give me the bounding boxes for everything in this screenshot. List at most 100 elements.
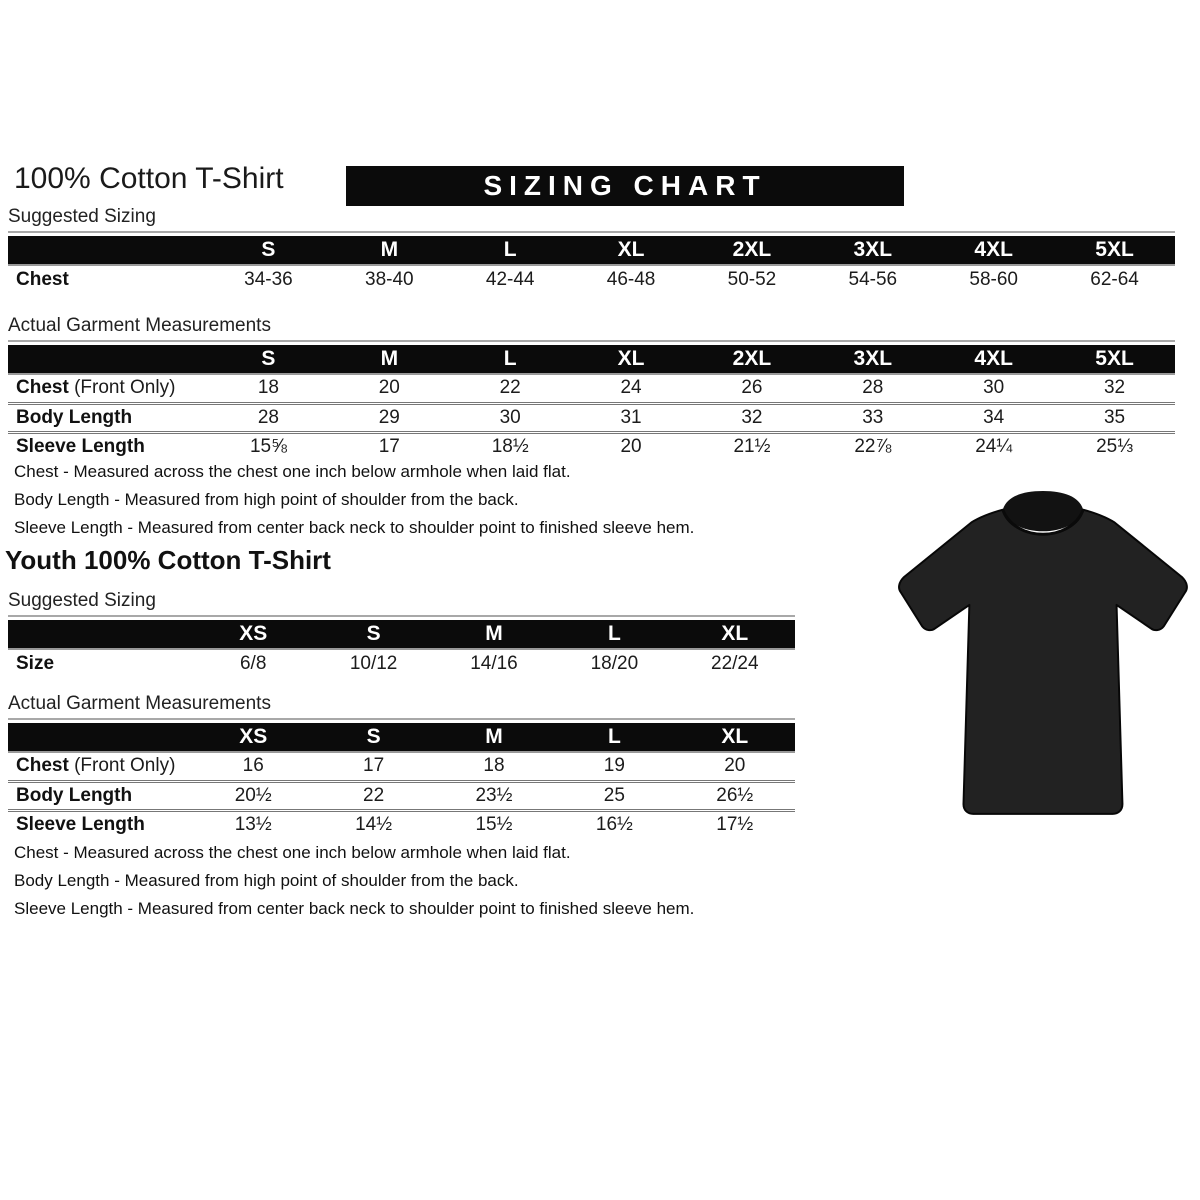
- size-column-header: S: [208, 236, 329, 265]
- size-column-header: L: [554, 723, 675, 752]
- measurement-row: Size 6/8 10/12 14/16 18/20 22/24: [8, 648, 795, 678]
- size-column-header: XL: [674, 723, 795, 752]
- youth-measurement-notes: Chest - Measured across the chest one in…: [14, 843, 694, 927]
- measurement-value: 16: [193, 751, 314, 781]
- measurement-value: 17: [313, 751, 434, 781]
- size-column-header: M: [328, 236, 450, 265]
- size-column-header: 3XL: [812, 236, 934, 265]
- tshirt-collar: [1002, 491, 1084, 532]
- youth-suggested-sizing-table: XS S M L XL Size 6/8 10/12 14/16 18/20 22/24: [8, 620, 795, 678]
- measurement-row: Sleeve Length 15⅝ 17 18½ 20 21½ 22⅞ 24¼ 25⅓: [8, 430, 1175, 461]
- measurement-value: 20½: [193, 779, 314, 810]
- measurement-row: Chest (Front Only) 16 17 18 19 20: [8, 751, 795, 781]
- measurement-row: Chest 34-36 38-40 42-44 46-48 50-52 54-56 58-60…: [8, 264, 1175, 294]
- measurement-value: 20: [674, 751, 795, 781]
- measurement-note: Chest - Measured across the chest one in…: [14, 843, 571, 862]
- row-label: Body Length: [8, 779, 193, 810]
- row-label: Size: [8, 648, 193, 678]
- adult-actual-measurements-table: S M L XL 2XL 3XL 4XL 5XL Chest (Front Only) 18 20 2…: [8, 345, 1175, 461]
- measurement-value: 31: [570, 401, 692, 432]
- measurement-value: 25⅓: [1054, 430, 1175, 461]
- measurement-value: 42-44: [449, 264, 571, 294]
- measurement-value: 17½: [674, 808, 795, 839]
- table-header-row: S M L XL 2XL 3XL 4XL 5XL: [8, 236, 1175, 265]
- youth-actual-measurements-table: XS S M L XL Chest (Front Only) 16 17 18 19 20 Body …: [8, 723, 795, 839]
- size-column-header: S: [313, 723, 434, 752]
- header-spacer-cell: [8, 620, 193, 649]
- measurement-value: 15⅝: [208, 430, 329, 461]
- measurement-value: 26: [691, 373, 813, 403]
- youth-suggested-sizing-section: Suggested Sizing XS S M L XL Size 6/8 10/12 14/1…: [8, 590, 795, 678]
- measurement-value: 30: [933, 373, 1055, 403]
- row-label: Sleeve Length: [8, 808, 193, 839]
- row-label: Chest: [8, 264, 208, 294]
- measurement-note: Body Length - Measured from high point o…: [14, 490, 519, 509]
- measurement-value: 34: [933, 401, 1055, 432]
- section-label-suggested-sizing: Suggested Sizing: [8, 206, 1175, 233]
- measurement-note: Sleeve Length - Measured from center bac…: [14, 899, 695, 918]
- measurement-value: 13½: [193, 808, 314, 839]
- row-label: Chest (Front Only): [8, 751, 193, 781]
- measurement-value: 10/12: [313, 648, 434, 678]
- measurement-value: 58-60: [933, 264, 1055, 294]
- size-column-header: L: [449, 236, 571, 265]
- size-column-header: XS: [193, 723, 314, 752]
- measurement-value: 22: [313, 779, 434, 810]
- measurement-value: 20: [328, 373, 450, 403]
- size-column-header: M: [433, 620, 555, 649]
- measurement-value: 18: [208, 373, 329, 403]
- measurement-value: 30: [449, 401, 571, 432]
- measurement-value: 23½: [433, 779, 555, 810]
- row-label: Sleeve Length: [8, 430, 208, 461]
- tshirt-collar-seam: [1001, 509, 1085, 536]
- measurement-value: 6/8: [193, 648, 314, 678]
- size-column-header: 4XL: [933, 236, 1055, 265]
- size-column-header: S: [313, 620, 434, 649]
- page-title: 100% Cotton T-Shirt: [14, 162, 284, 195]
- measurement-value: 18: [433, 751, 555, 781]
- size-column-header: M: [328, 345, 450, 374]
- section-label-actual-measurements: Actual Garment Measurements: [8, 315, 1175, 342]
- measurement-note: Sleeve Length - Measured from center bac…: [14, 518, 695, 537]
- size-column-header: XL: [570, 236, 692, 265]
- measurement-value: 18½: [449, 430, 571, 461]
- tshirt-body: [898, 508, 1188, 815]
- table-header-row: S M L XL 2XL 3XL 4XL 5XL: [8, 345, 1175, 374]
- row-label: Body Length: [8, 401, 208, 432]
- measurement-value: 62-64: [1054, 264, 1175, 294]
- size-column-header: XS: [193, 620, 314, 649]
- measurement-value: 17: [328, 430, 450, 461]
- size-column-header: L: [554, 620, 675, 649]
- size-column-header: XL: [674, 620, 795, 649]
- measurement-value: 28: [812, 373, 934, 403]
- measurement-value: 18/20: [554, 648, 675, 678]
- size-column-header: XL: [570, 345, 692, 374]
- measurement-value: 38-40: [328, 264, 450, 294]
- measurement-value: 35: [1054, 401, 1175, 432]
- measurement-value: 34-36: [208, 264, 329, 294]
- measurement-value: 20: [570, 430, 692, 461]
- size-column-header: 2XL: [691, 345, 813, 374]
- measurement-note: Body Length - Measured from high point o…: [14, 871, 519, 890]
- size-column-header: 4XL: [933, 345, 1055, 374]
- header-spacer-cell: [8, 345, 208, 374]
- adult-suggested-sizing-section: Suggested Sizing S M L XL 2XL 3XL 4XL 5XL Chest 3…: [8, 206, 1175, 294]
- measurement-value: 26½: [674, 779, 795, 810]
- header-spacer-cell: [8, 723, 193, 752]
- measurement-value: 21½: [691, 430, 813, 461]
- measurement-value: 50-52: [691, 264, 813, 294]
- measurement-value: 25: [554, 779, 675, 810]
- measurement-value: 15½: [433, 808, 555, 839]
- measurement-value: 22/24: [674, 648, 795, 678]
- sizing-chart-banner: SIZING CHART: [346, 166, 904, 206]
- measurement-note: Chest - Measured across the chest one in…: [14, 462, 571, 481]
- header-spacer-cell: [8, 236, 208, 265]
- table-header-row: XS S M L XL: [8, 620, 795, 649]
- section-label-suggested-sizing: Suggested Sizing: [8, 590, 795, 617]
- measurement-value: 32: [1054, 373, 1175, 403]
- size-column-header: 5XL: [1054, 236, 1175, 265]
- measurement-value: 14½: [313, 808, 434, 839]
- row-label: Chest (Front Only): [8, 373, 208, 403]
- size-column-header: 2XL: [691, 236, 813, 265]
